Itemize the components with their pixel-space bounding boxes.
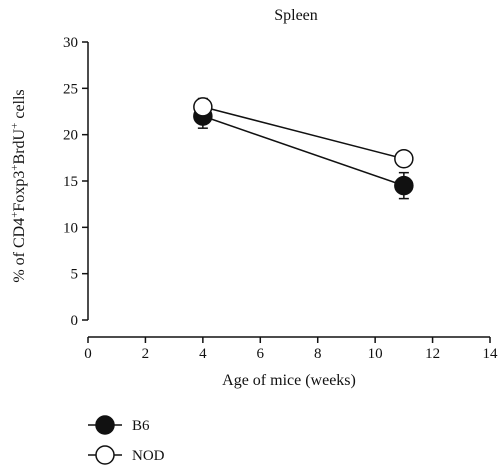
series-line-nod <box>202 106 405 160</box>
x-tick-label: 4 <box>199 346 207 362</box>
x-tick-label: 0 <box>84 346 92 362</box>
series-line-b6 <box>202 115 405 187</box>
plot-area <box>193 97 414 200</box>
legend-label-nod: NOD <box>132 448 165 464</box>
data-point-b6 <box>394 175 414 196</box>
x-ticks: 0 2 4 6 8 10 12 14 <box>84 337 498 362</box>
data-point-nod <box>193 97 213 117</box>
chart-title: Spleen <box>274 7 318 24</box>
legend: B6 NOD <box>88 415 165 465</box>
y-tick-label: 15 <box>63 174 78 190</box>
legend-marker-b6 <box>95 415 115 435</box>
y-tick-label: 0 <box>71 313 79 329</box>
x-tick-label: 2 <box>142 346 150 362</box>
y-tick-label: 25 <box>63 81 78 97</box>
x-tick-label: 8 <box>314 346 322 362</box>
y-axis-label: % of CD4+Foxp3+BrdU+ cells <box>9 89 28 282</box>
x-tick-label: 6 <box>257 346 265 362</box>
x-axis-label: Age of mice (weeks) <box>222 372 356 389</box>
svg-text:% of CD4+Foxp3+BrdU+ cells: % of CD4+Foxp3+BrdU+ cells <box>9 89 28 282</box>
y-tick-label: 10 <box>63 220 78 236</box>
x-tick-label: 10 <box>368 346 383 362</box>
y-tick-label: 30 <box>63 35 78 51</box>
x-tick-label: 14 <box>483 346 499 362</box>
y-tick-label: 20 <box>63 128 78 144</box>
x-tick-label: 12 <box>425 346 440 362</box>
data-point-nod <box>394 149 414 169</box>
legend-marker-nod <box>95 445 115 465</box>
legend-label-b6: B6 <box>132 418 150 434</box>
y-ticks: 0 5 10 15 20 25 30 <box>63 35 88 329</box>
y-tick-label: 5 <box>71 267 79 283</box>
